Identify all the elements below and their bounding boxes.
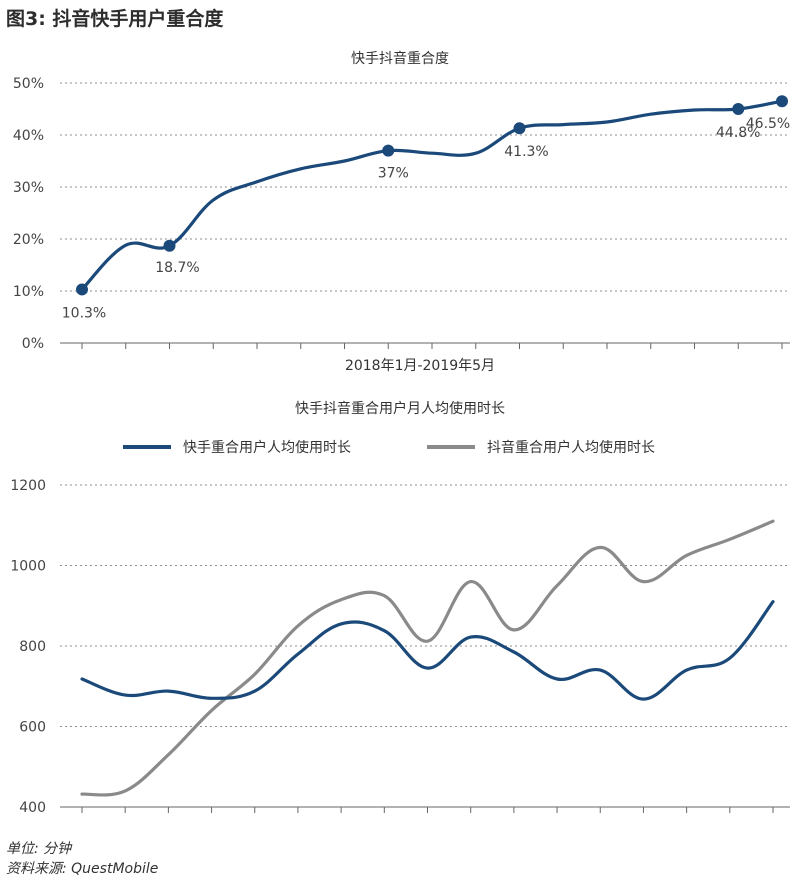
y-tick-label: 0% xyxy=(22,336,44,352)
data-label: 46.5% xyxy=(746,116,790,132)
series-line xyxy=(80,99,784,291)
data-point xyxy=(76,283,88,296)
duration-line-chart: 快手抖音重合用户月人均使用时长400600800100012002018年1月-… xyxy=(10,400,790,816)
chart-title: 快手抖音重合用户月人均使用时长 xyxy=(295,400,505,417)
data-point xyxy=(732,103,745,115)
data-label: 18.7% xyxy=(155,260,199,276)
data-label: 44.8% xyxy=(716,125,760,141)
data-label: 37% xyxy=(378,166,409,182)
series-line xyxy=(80,519,775,797)
data-point xyxy=(163,239,176,252)
y-tick-label: 800 xyxy=(19,639,46,655)
data-label: 10.3% xyxy=(62,305,106,321)
source-note: 资料来源: QuestMobile xyxy=(6,861,159,877)
y-tick-label: 600 xyxy=(19,720,46,736)
chart-title: 快手抖音重合度 xyxy=(351,50,449,67)
y-tick-label: 400 xyxy=(19,800,46,816)
unit-note: 单位: 分钟 xyxy=(6,841,72,857)
legend-label: 抖音重合用户人均使用时长 xyxy=(487,439,655,456)
y-tick-label: 40% xyxy=(13,128,44,144)
y-tick-label: 30% xyxy=(13,180,44,196)
y-tick-label: 20% xyxy=(13,232,44,248)
legend-label: 快手重合用户人均使用时长 xyxy=(183,439,351,456)
series-line xyxy=(80,600,775,701)
x-axis-label: 2018年1月-2019年5月 xyxy=(345,358,495,374)
y-tick-label: 50% xyxy=(13,76,44,92)
figure-title: 图3: 抖音快手用户重合度 xyxy=(6,8,224,30)
data-point xyxy=(513,122,526,135)
data-point xyxy=(776,95,788,108)
y-tick-label: 1000 xyxy=(10,559,46,575)
y-tick-label: 1200 xyxy=(10,478,46,494)
data-point xyxy=(382,144,395,157)
y-tick-label: 10% xyxy=(13,284,44,300)
data-label: 41.3% xyxy=(504,144,548,160)
overlap-line-chart: 快手抖音重合度 0% 10% 20% 30% 40% 50% 2018年1月-2019年5月 1… xyxy=(13,50,790,374)
